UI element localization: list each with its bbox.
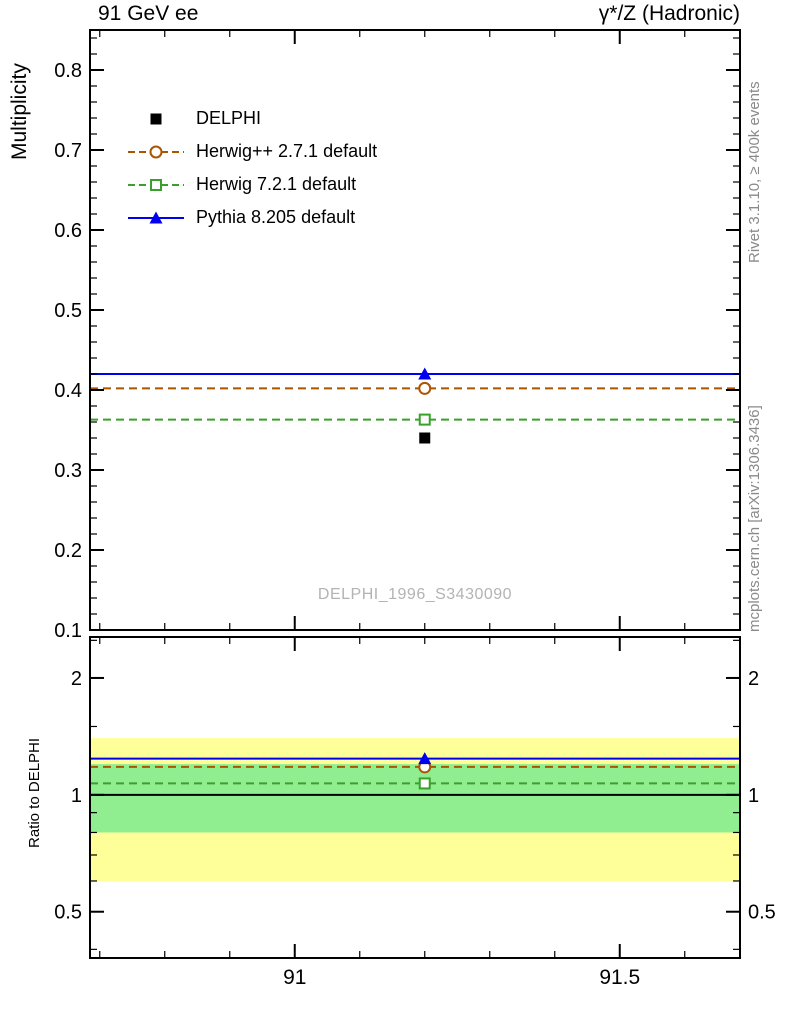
legend-item: Pythia 8.205 default (128, 201, 377, 234)
legend: DELPHI Herwig++ 2.7.1 default Herwig 7.2.1… (128, 102, 377, 234)
legend-item: Herwig 7.2.1 default (128, 168, 377, 201)
rivet-version-label: Rivet 3.1.10, ≥ 400k events (746, 81, 763, 263)
legend-marker-sample (128, 178, 184, 191)
marker-filled-triangle (418, 367, 432, 380)
y-tick-label: 0.6 (54, 220, 82, 242)
ratio-y-tick-label-left: 0.5 (54, 902, 82, 924)
y-tick-label: 0.5 (54, 300, 82, 322)
y-tick-label: 0.1 (54, 620, 82, 642)
legend-marker-sample (128, 211, 184, 223)
ratio-y-tick-label-left: 2 (71, 668, 82, 690)
plot-title-left: 91 GeV ee (98, 2, 199, 25)
marker-filled-triangle (418, 752, 432, 765)
legend-item: DELPHI (128, 102, 377, 135)
marker-open-circle (418, 381, 432, 395)
plot-title-right: γ*/Z (Hadronic) (598, 2, 740, 25)
ratio-y-tick-label-right: 0.5 (748, 902, 776, 924)
ratio-y-axis-label: Ratio to DELPHI (26, 737, 43, 848)
y-tick-label: 0.7 (54, 140, 82, 162)
marker-filled-square (150, 113, 162, 124)
legend-label: Herwig 7.2.1 default (196, 174, 357, 194)
ratio-y-tick-label-right: 2 (748, 668, 759, 690)
legend-item: Herwig++ 2.7.1 default (128, 135, 377, 168)
legend-label: Pythia 8.205 default (196, 207, 356, 227)
marker-open-square (418, 777, 431, 790)
marker-filled-square (419, 432, 431, 444)
ratio-panel-frame (89, 636, 741, 959)
green-uncertainty-band (90, 764, 740, 833)
marker-open-circle (149, 145, 163, 158)
main-panel-frame (89, 29, 741, 631)
analysis-id-watermark: DELPHI_1996_S3430090 (317, 586, 513, 603)
x-tick-label: 91.5 (599, 966, 640, 989)
legend-marker-sample (128, 145, 184, 158)
legend-label: DELPHI (196, 108, 262, 128)
legend-marker-sample (150, 113, 162, 124)
mcplots-arxiv-label: mcplots.cern.ch [arXiv:1306.3436] (746, 405, 763, 632)
marker-filled-triangle (149, 211, 163, 223)
ratio-y-tick-label-right: 1 (748, 785, 759, 807)
y-tick-label: 0.2 (54, 540, 82, 562)
marker-open-square (150, 178, 162, 191)
marker-open-square (418, 413, 431, 426)
legend-label: Herwig++ 2.7.1 default (196, 141, 378, 161)
x-tick-label: 91 (283, 966, 306, 989)
ratio-y-tick-label-left: 1 (71, 785, 82, 807)
y-tick-label: 0.3 (54, 460, 82, 482)
main-y-axis-label: Multiplicity (8, 63, 31, 160)
y-tick-label: 0.8 (54, 60, 82, 82)
y-tick-label: 0.4 (54, 380, 82, 402)
